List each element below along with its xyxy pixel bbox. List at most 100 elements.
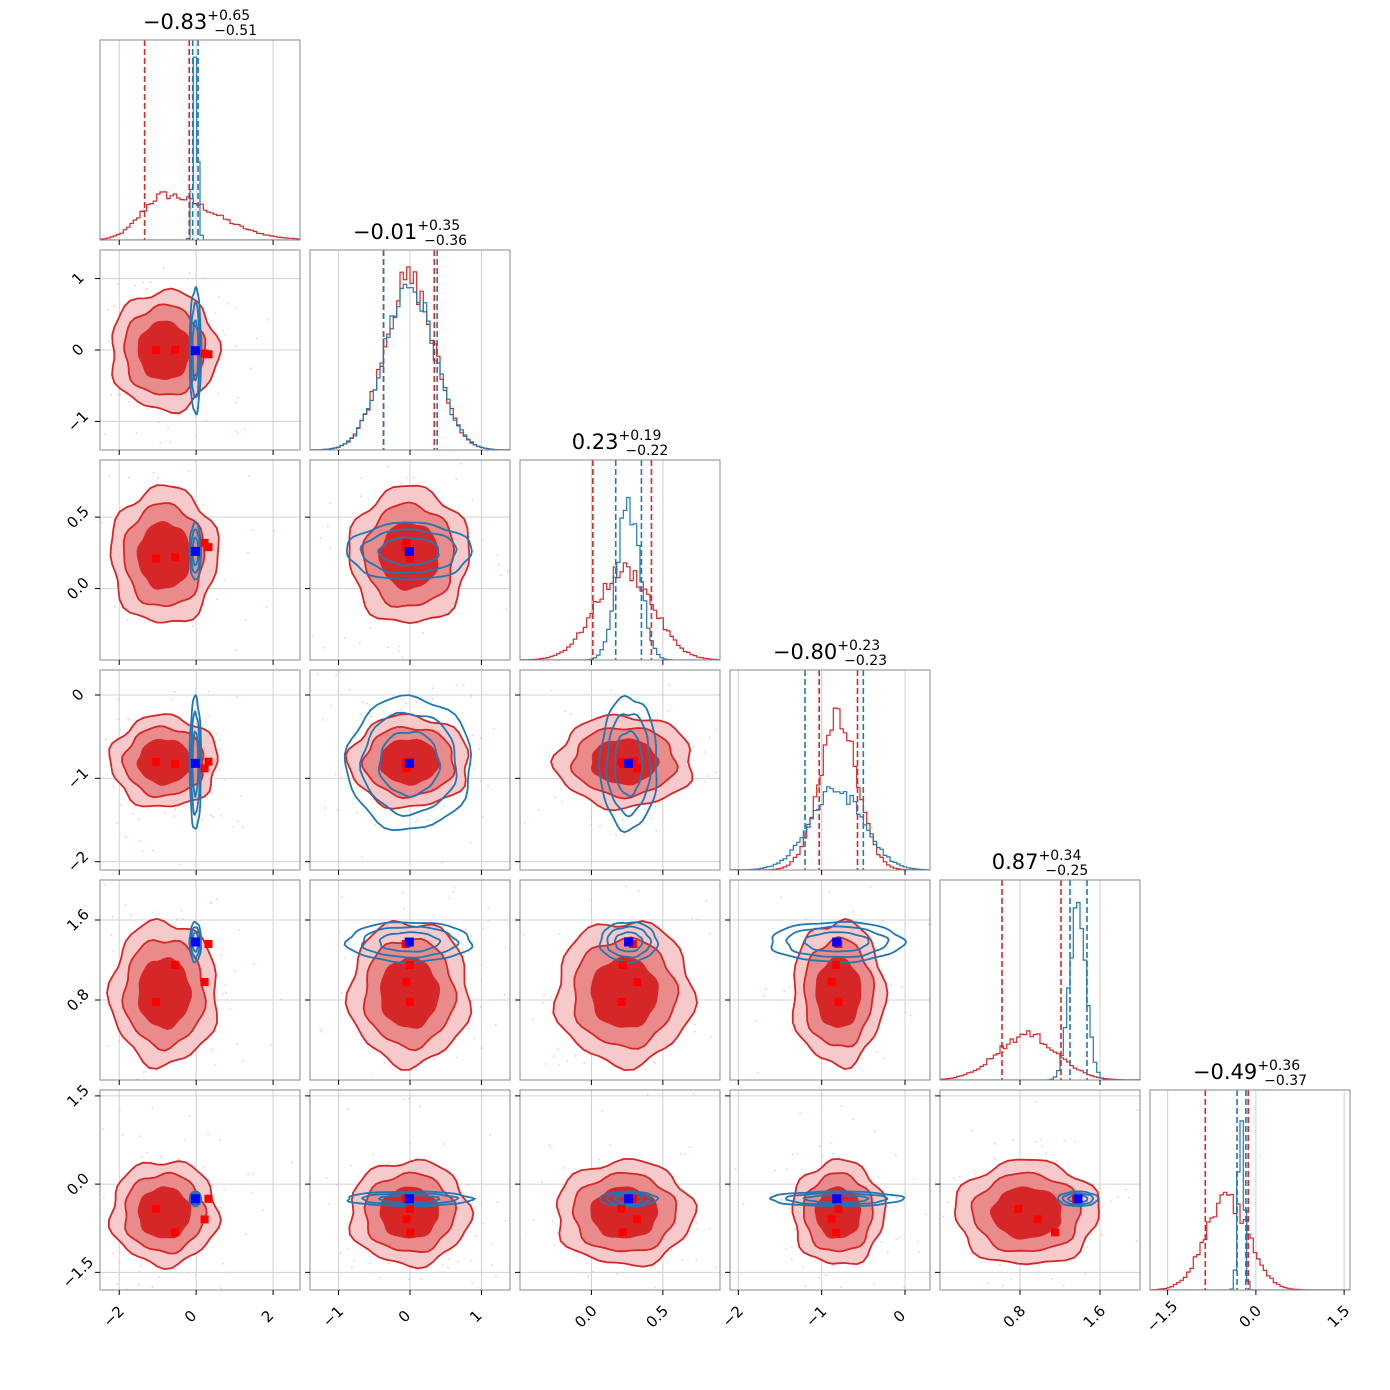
scatter-point xyxy=(426,446,428,448)
scatter-point xyxy=(137,818,140,820)
scatter-point xyxy=(117,283,119,285)
red-contour-inner xyxy=(136,521,191,590)
scatter-point xyxy=(235,430,238,433)
scatter-point xyxy=(232,825,235,828)
scatter-point xyxy=(680,1259,683,1262)
scatter-point xyxy=(1165,1263,1167,1265)
scatter-point xyxy=(208,424,210,426)
x-tick-label: 2 xyxy=(258,1307,277,1326)
scatter-point xyxy=(127,718,130,721)
scatter-point xyxy=(354,737,356,740)
panel-content xyxy=(940,880,1140,1080)
scatter-point xyxy=(1001,1284,1004,1287)
scatter-point xyxy=(244,454,246,456)
scatter-point xyxy=(487,785,489,788)
scatter-point xyxy=(562,1166,565,1169)
scatter-point xyxy=(329,502,331,505)
scatter-point xyxy=(715,771,717,774)
red-marker xyxy=(831,1228,840,1237)
panel-content xyxy=(730,1090,930,1290)
scatter-point xyxy=(542,1001,544,1004)
scatter-point xyxy=(220,814,223,817)
scatter-point xyxy=(304,730,306,732)
scatter-point xyxy=(208,715,211,718)
scatter-point xyxy=(104,433,106,435)
scatter-point xyxy=(211,815,214,818)
scatter-point xyxy=(1010,1278,1013,1281)
scatter-point xyxy=(715,1266,718,1268)
y-tick-label: 0 xyxy=(68,685,87,704)
red-marker xyxy=(200,764,209,773)
scatter-point xyxy=(557,1048,560,1051)
scatter-point xyxy=(219,1206,221,1209)
scatter-point xyxy=(146,287,148,290)
scatter-point xyxy=(384,663,386,665)
blue-contour xyxy=(605,713,652,818)
scatter-point xyxy=(561,800,564,803)
scatter-point xyxy=(252,804,254,806)
scatter-point xyxy=(200,1252,203,1255)
scatter-point xyxy=(448,1084,450,1086)
blue-contour xyxy=(605,1192,652,1206)
scatter-point xyxy=(646,1093,649,1096)
panel-content xyxy=(252,670,510,870)
scatter-point xyxy=(341,896,344,898)
scatter-point xyxy=(174,690,177,693)
scatter-point xyxy=(696,1228,699,1230)
scatter-point xyxy=(563,1099,565,1101)
scatter-point xyxy=(113,304,115,307)
scatter-point xyxy=(349,1164,352,1167)
red-marker xyxy=(151,998,160,1006)
scatter-point xyxy=(469,841,472,844)
scatter-point xyxy=(241,826,244,829)
scatter-point xyxy=(844,834,846,836)
x-tick-label: 1.5 xyxy=(1324,1302,1354,1332)
scatter-point xyxy=(132,487,134,489)
title-median: 0.87 xyxy=(992,850,1039,874)
scatter-point xyxy=(587,1275,590,1278)
scatter-point xyxy=(302,988,304,990)
red-marker xyxy=(827,1215,836,1224)
scatter-point xyxy=(767,930,769,932)
scatter-point xyxy=(240,795,243,798)
scatter-point xyxy=(725,797,727,799)
scatter-point xyxy=(624,885,627,888)
scatter-point xyxy=(732,989,734,991)
red-marker xyxy=(827,978,836,986)
scatter-point xyxy=(909,1269,911,1271)
panel-frame xyxy=(729,1089,931,1291)
scatter-point xyxy=(869,885,872,888)
scatter-point xyxy=(178,864,181,866)
blue-marker xyxy=(624,1194,634,1204)
title-plus: +0.65 xyxy=(207,8,250,24)
red-marker xyxy=(633,1215,642,1224)
scatter-point xyxy=(151,1107,154,1109)
scatter-point xyxy=(668,684,671,687)
scatter-point xyxy=(312,634,315,637)
scatter-point xyxy=(368,1262,371,1265)
red-contour-inner xyxy=(815,957,862,1029)
panel-frame xyxy=(519,1089,721,1291)
scatter-point xyxy=(973,1170,975,1172)
scatter-point xyxy=(387,646,389,649)
scatter-point xyxy=(70,895,72,897)
blue-histogram xyxy=(520,496,720,660)
scatter-point xyxy=(558,1177,560,1179)
scatter-point xyxy=(62,419,64,421)
scatter-point xyxy=(446,442,448,444)
scatter-point xyxy=(622,818,624,821)
scatter-point xyxy=(538,1018,540,1020)
scatter-point xyxy=(347,1108,350,1110)
x-tick-label: 0 xyxy=(395,1307,414,1326)
red-marker xyxy=(406,961,414,969)
scatter-point xyxy=(815,925,818,927)
blue-contour xyxy=(345,521,473,581)
scatter-point xyxy=(379,1277,382,1280)
red-histogram xyxy=(940,1030,1140,1080)
scatter-point xyxy=(877,1176,880,1178)
scatter-point xyxy=(249,570,251,572)
scatter-point xyxy=(550,1327,552,1329)
scatter-point xyxy=(434,807,436,809)
red-marker xyxy=(1051,1228,1059,1237)
scatter-point xyxy=(152,911,155,914)
